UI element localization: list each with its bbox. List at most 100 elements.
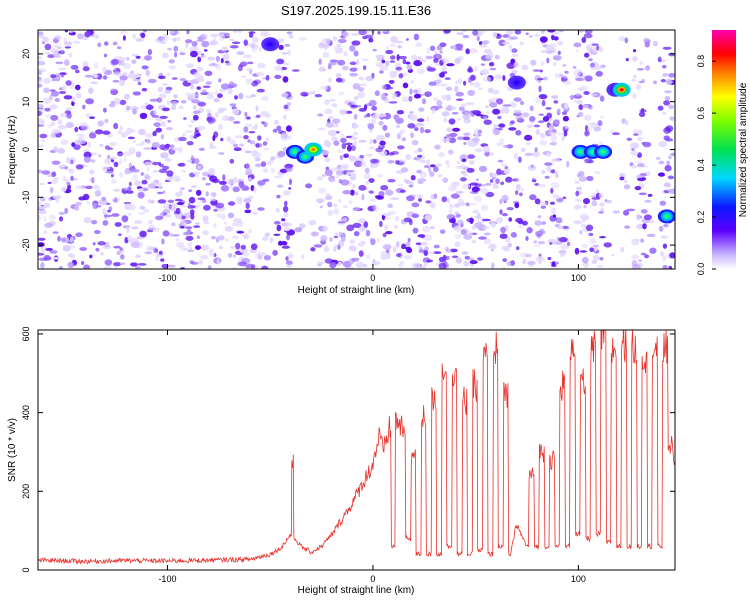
spectrogram-speckle xyxy=(527,260,536,266)
spectrogram-speckle xyxy=(159,115,168,119)
spectrogram-speckle xyxy=(55,76,60,80)
spectrogram-speckle xyxy=(427,251,435,255)
spectrogram-speckle xyxy=(60,237,66,242)
spectrogram-speckle xyxy=(164,157,172,162)
y-tick-label: 10 xyxy=(21,97,31,107)
spectrogram-speckle xyxy=(84,31,91,38)
spectrogram-speckle xyxy=(575,49,580,53)
spectrogram-speckle xyxy=(522,258,527,265)
spectrogram-speckle xyxy=(664,164,672,172)
spectrogram-speckle xyxy=(126,105,130,110)
spectrogram-speckle xyxy=(453,225,463,232)
spectrogram-speckle xyxy=(118,80,126,87)
spectrogram-speckle xyxy=(407,238,411,243)
spectrogram-speckle xyxy=(217,107,224,114)
spectrogram-speckle xyxy=(402,58,406,65)
spectrogram-speckle xyxy=(263,147,270,151)
spectrogram-speckle xyxy=(234,135,243,139)
spectrogram-speckle xyxy=(578,176,587,182)
spectrogram-speckle xyxy=(260,31,269,37)
spectrogram-speckle xyxy=(559,252,566,257)
spectrogram-speckle xyxy=(300,91,309,97)
spectrogram-speckle xyxy=(458,106,465,112)
spectrogram-speckle xyxy=(469,48,478,54)
spectrogram-speckle xyxy=(499,199,503,204)
spectrogram-speckle xyxy=(417,244,422,249)
spectrogram-speckle xyxy=(117,152,125,156)
spectrogram-speckle xyxy=(584,114,592,122)
spectrogram-speckle xyxy=(358,250,364,257)
spectrogram-speckle xyxy=(186,229,192,234)
spectrogram-speckle xyxy=(557,50,561,55)
spectrogram-speckle xyxy=(97,241,106,246)
spectrogram-speckle xyxy=(598,46,604,53)
spectrogram-speckle xyxy=(283,190,291,196)
spectrogram-speckle xyxy=(313,244,323,248)
spectrogram-speckle xyxy=(218,123,223,131)
spectrogram-speckle xyxy=(105,170,114,174)
spectrogram-speckle xyxy=(449,208,453,215)
spectrogram-speckle xyxy=(489,152,495,156)
spectrogram-speckle xyxy=(552,61,558,67)
spectrogram-speckle xyxy=(152,170,159,173)
spectrogram-speckle xyxy=(236,230,245,234)
spectrogram-speckle xyxy=(535,97,542,104)
spectrogram-speckle xyxy=(41,41,46,45)
spectrogram-speckle xyxy=(360,77,364,81)
spectrogram-speckle xyxy=(185,42,189,48)
spectrogram-speckle xyxy=(228,201,236,206)
spectrogram-speckle xyxy=(405,38,409,41)
spectrogram-speckle xyxy=(663,100,670,106)
spectrogram-speckle xyxy=(581,37,587,43)
spectrogram-speckle xyxy=(164,214,172,218)
spectrogram-speckle xyxy=(40,246,47,253)
spectrogram-speckle xyxy=(442,177,449,183)
spectrogram-speckle xyxy=(330,103,338,107)
spectrogram-speckle xyxy=(589,247,595,252)
spectrogram-speckle xyxy=(527,124,533,128)
spectrogram-speckle xyxy=(132,140,136,143)
spectrogram-speckle xyxy=(166,170,174,177)
spectrogram-speckle xyxy=(248,131,256,134)
spectrogram-speckle xyxy=(647,193,653,197)
spectrogram-speckle xyxy=(127,235,133,242)
spectrogram-speckle xyxy=(231,108,240,115)
spectrogram-speckle xyxy=(646,233,656,238)
spectrogram-speckle xyxy=(141,87,148,92)
spectrogram-speckle xyxy=(66,112,72,119)
colorbar-gradient xyxy=(712,30,736,269)
spectrogram-speckle xyxy=(251,46,257,52)
spectrogram-speckle xyxy=(83,264,90,269)
spectrogram-speckle xyxy=(598,192,604,199)
spectrogram-speckle xyxy=(368,99,377,107)
spectrogram-speckle xyxy=(495,178,500,184)
spectrogram-speckle xyxy=(240,244,246,250)
spectrogram-speckle xyxy=(439,229,446,235)
spectrogram-speckle xyxy=(649,220,655,224)
spectrogram-speckle xyxy=(322,225,328,232)
spectrogram-speckle xyxy=(465,48,471,55)
spectrogram-speckle xyxy=(153,227,160,233)
spectrogram-speckle xyxy=(340,179,350,186)
spectrogram-speckle xyxy=(94,190,101,197)
spectrogram-speckle xyxy=(191,41,198,47)
spectrogram-speckle xyxy=(548,132,557,135)
spectrogram-speckle xyxy=(546,152,551,158)
spectrogram-speckle xyxy=(41,139,45,143)
spectrogram-speckle xyxy=(161,83,169,86)
spectrogram-speckle xyxy=(335,170,345,176)
spectrogram-speckle xyxy=(469,160,475,165)
spectrogram-speckle xyxy=(175,207,181,215)
spectrogram-speckle xyxy=(513,62,519,68)
spectrogram-speckle xyxy=(229,158,235,164)
spectrogram-speckle xyxy=(623,184,631,190)
spectrogram-speckle xyxy=(132,173,138,181)
spectrogram-speckle xyxy=(345,142,353,146)
spectrogram-speckle xyxy=(395,215,400,222)
spectrogram-speckle xyxy=(410,54,418,62)
spectrogram-speckle xyxy=(371,114,381,120)
spectrogram-speckle xyxy=(180,187,185,190)
spectrogram-speckle xyxy=(232,186,240,193)
spectrogram-speckle xyxy=(443,117,448,123)
spectrogram-speckle xyxy=(98,199,108,206)
